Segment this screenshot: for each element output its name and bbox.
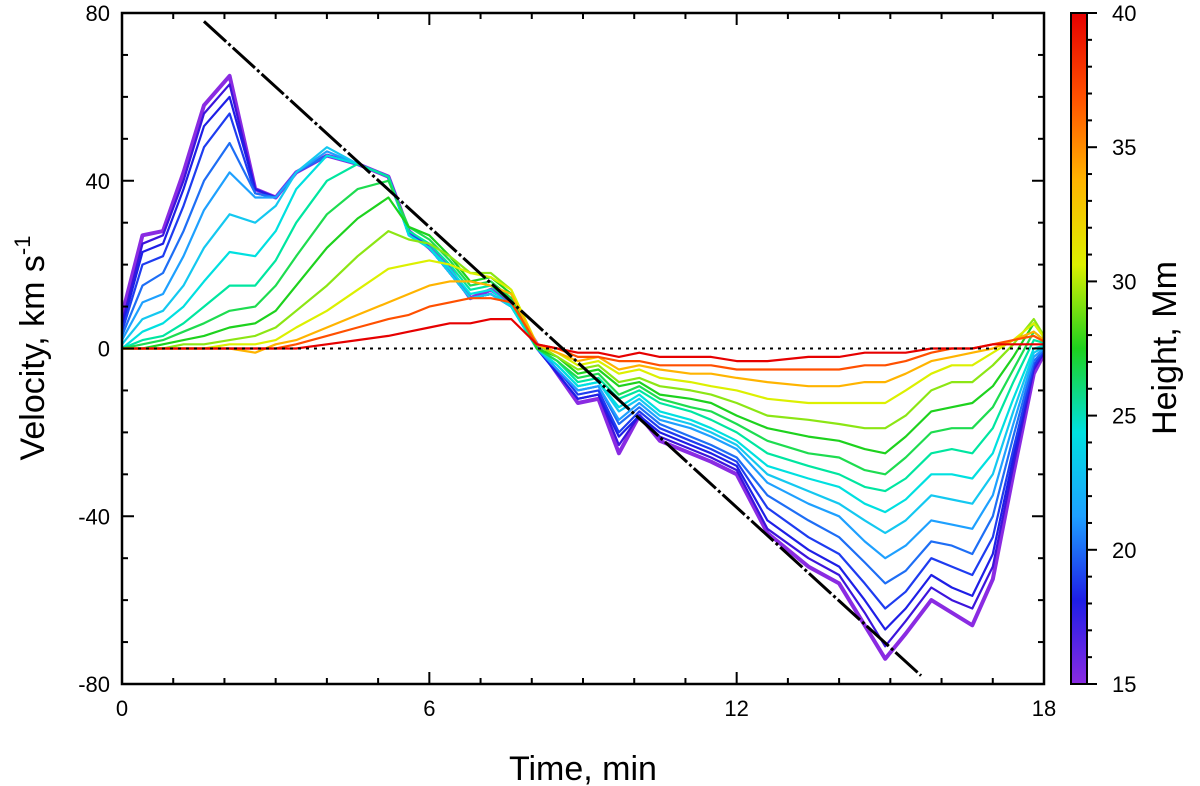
series-line-17 [122,95,1044,631]
series-layer [122,73,1044,661]
y-axis-title-main: Velocity, km s [14,255,52,460]
colorbar: 40 35 30 25 20 15 [1070,1,1136,697]
y-tick-label: 80 [86,1,110,26]
series-line-22 [122,154,1044,514]
colorbar-tick-label: 20 [1112,538,1136,563]
colorbar-title: Height, Mm [1146,261,1184,435]
reference-lines [122,20,1044,677]
x-tick-label: 6 [423,696,435,721]
x-tick-label: 18 [1032,696,1056,721]
series-line-20 [122,150,1044,560]
colorbar-tick-label: 35 [1112,135,1136,160]
series-line-23 [122,162,1044,493]
y-axis-title: Velocity, km s-1 [10,236,52,461]
y-tick-label: -40 [78,504,110,529]
x-tick-label: 0 [116,696,128,721]
y-tick-label: 0 [98,337,110,362]
series-line-33 [122,280,1044,388]
colorbar-tick-label: 25 [1112,404,1136,429]
series-line-30 [122,259,1044,405]
colorbar-tick-label: 30 [1112,269,1136,294]
series-line-25 [122,196,1044,455]
axes: 0 6 12 18 80 40 0 -40 -80 [78,1,1056,721]
series-line-27 [122,230,1044,430]
x-tick-label: 12 [724,696,748,721]
y-tick-label: 40 [86,169,110,194]
y-tick-label: -80 [78,672,110,697]
x-axis-title: Time, min [509,750,657,786]
colorbar-tick-label: 40 [1112,1,1136,26]
colorbar-tick-label: 15 [1112,672,1136,697]
series-line-24 [122,179,1044,476]
y-axis-title-superscript: -1 [10,236,35,256]
colorbar-scale [1070,12,1088,685]
